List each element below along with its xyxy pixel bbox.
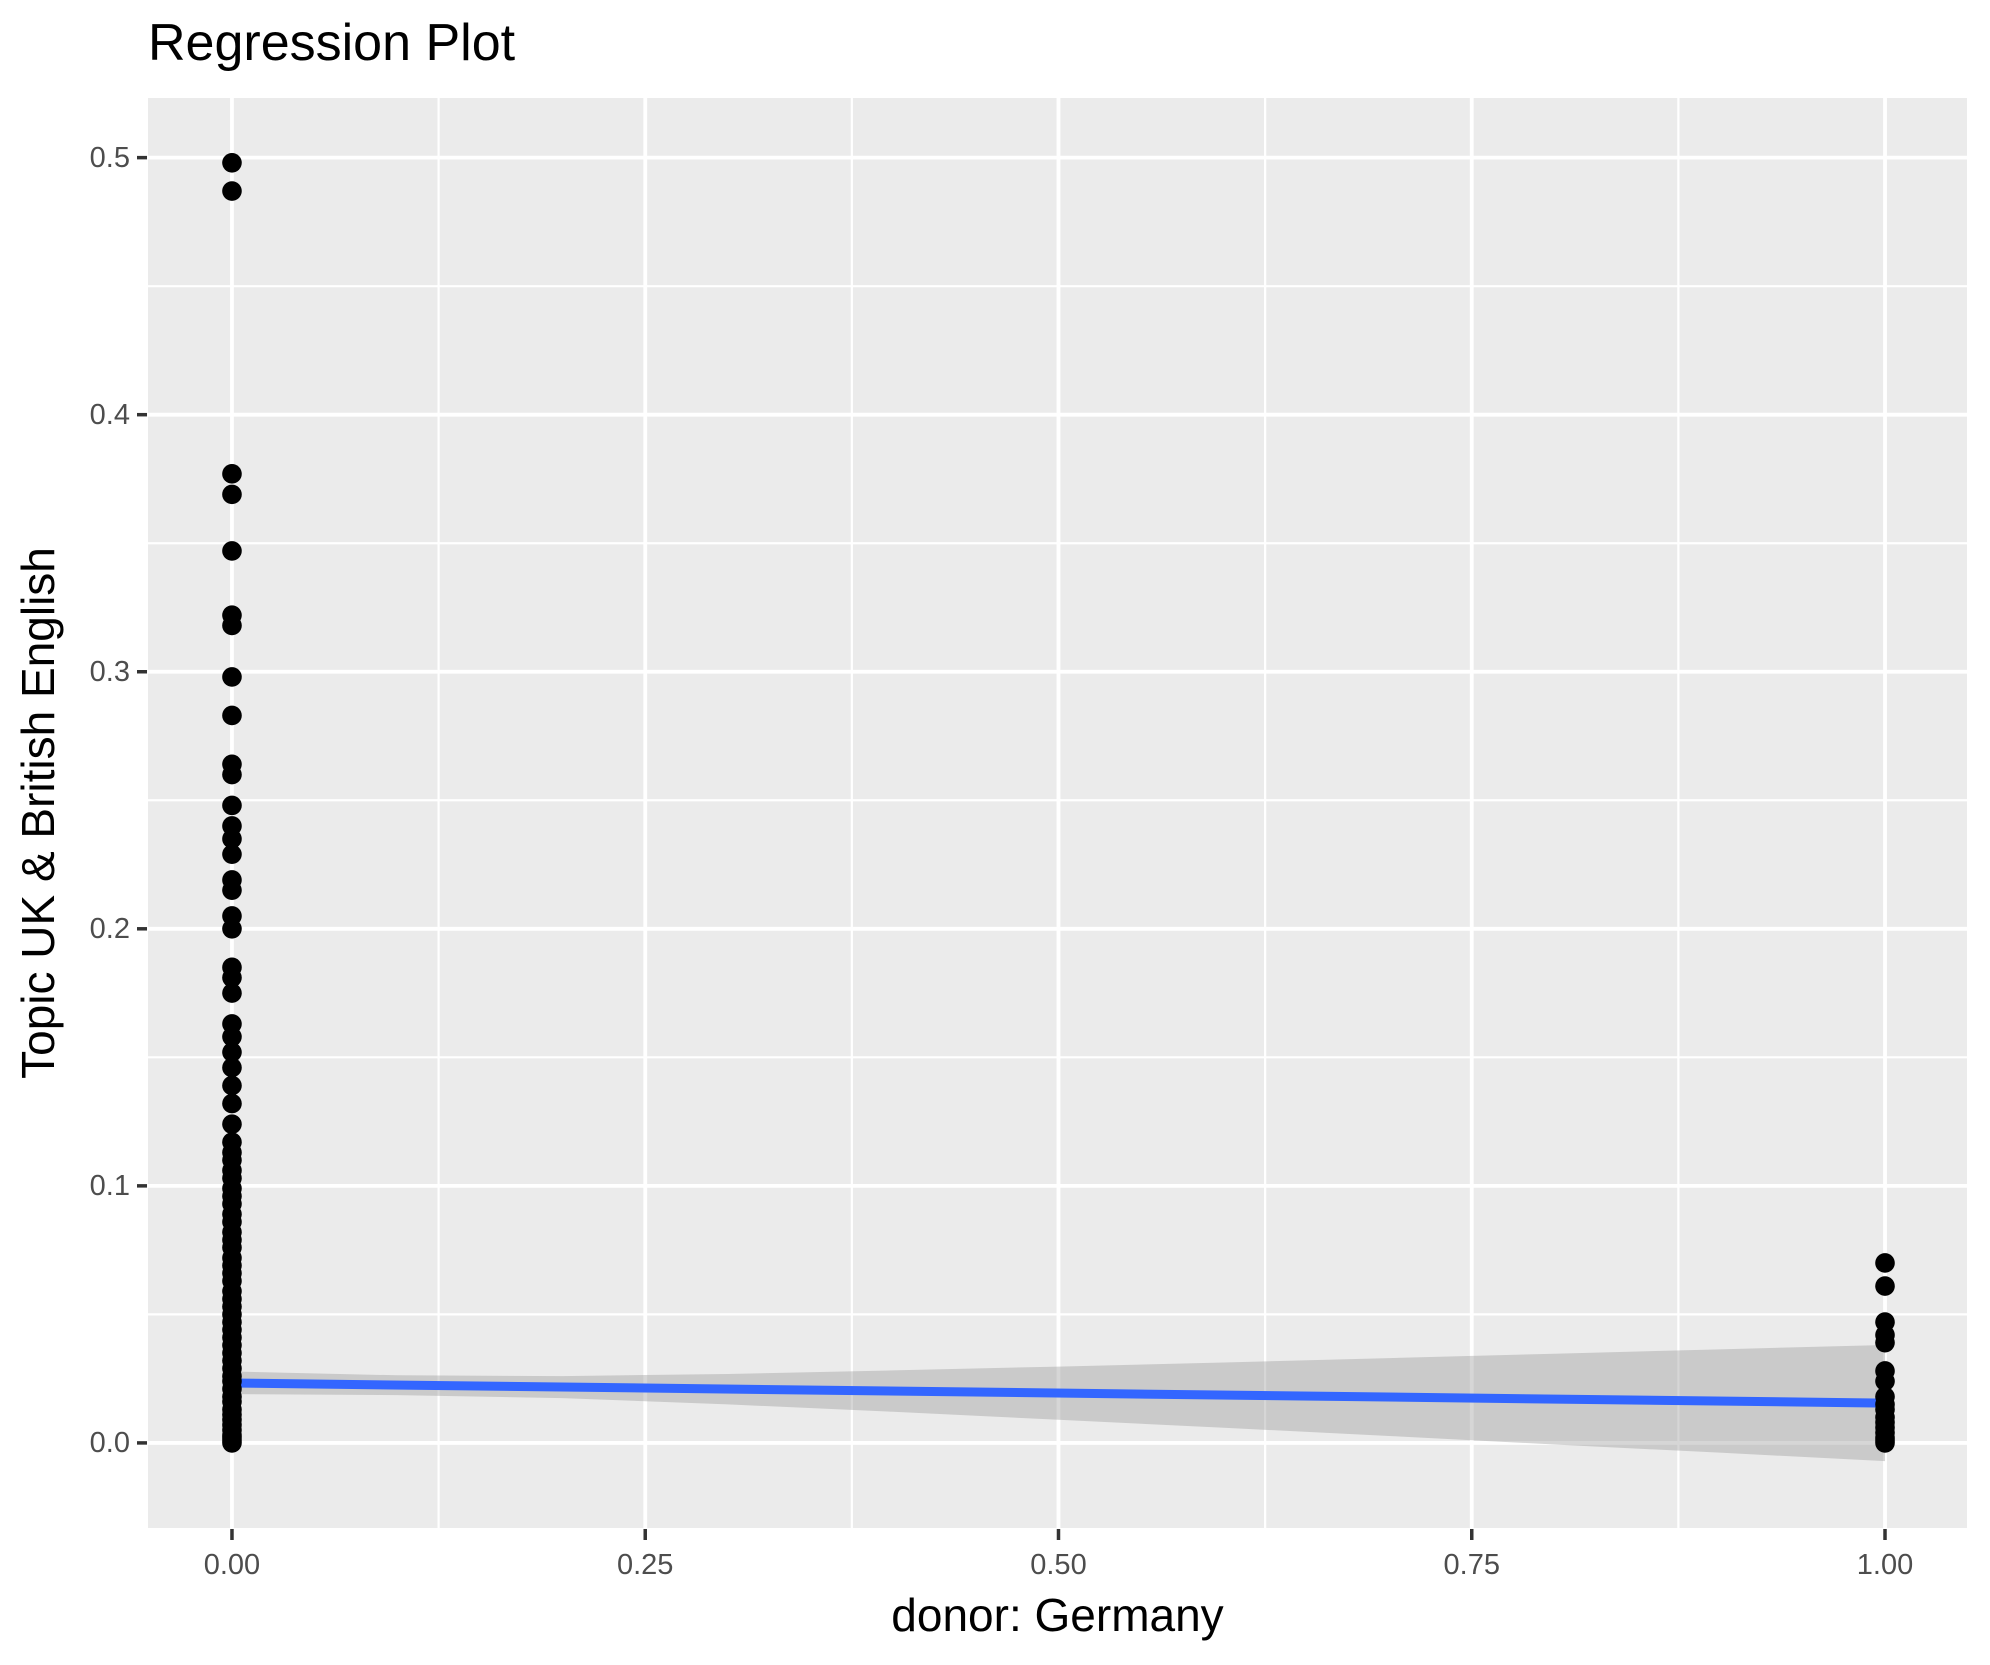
data-point xyxy=(1875,1253,1895,1273)
x-tick-label: 0.75 xyxy=(1443,1549,1500,1581)
data-point xyxy=(1875,1276,1895,1296)
y-tick-label: 0.3 xyxy=(89,655,130,688)
data-point xyxy=(222,181,242,201)
data-point xyxy=(222,919,242,939)
data-point xyxy=(222,667,242,687)
confidence-band xyxy=(231,1344,1886,1462)
x-tick-label: 0.00 xyxy=(203,1549,261,1581)
data-point xyxy=(1875,1433,1895,1453)
data-point xyxy=(222,464,242,484)
data-point xyxy=(1875,1332,1895,1353)
regression-line xyxy=(231,1378,1886,1408)
data-point xyxy=(222,705,242,726)
y-tick-label: 0.1 xyxy=(89,1169,130,1202)
data-point xyxy=(222,795,242,816)
data-point xyxy=(222,1042,242,1062)
data-point xyxy=(222,1114,242,1134)
data-point xyxy=(222,484,242,505)
plot-title: Regression Plot xyxy=(148,14,516,72)
x-tick-label: 1.00 xyxy=(1856,1549,1914,1581)
data-point xyxy=(222,541,242,561)
y-axis-title: Topic UK & British English xyxy=(12,547,64,1079)
data-point xyxy=(222,1433,242,1453)
data-point xyxy=(222,829,242,849)
data-point xyxy=(222,880,242,901)
x-tick-label: 0.25 xyxy=(616,1549,674,1581)
y-tick-label: 0.5 xyxy=(89,141,130,174)
data-point xyxy=(222,983,242,1003)
data-point xyxy=(222,152,242,173)
data-point xyxy=(1875,1371,1895,1392)
data-point xyxy=(222,844,242,865)
y-tick-label: 0.0 xyxy=(89,1426,130,1459)
data-point xyxy=(222,967,242,988)
data-point xyxy=(222,1075,242,1096)
y-tick-label: 0.4 xyxy=(89,398,130,431)
x-tick-label: 0.50 xyxy=(1030,1549,1087,1581)
data-point xyxy=(222,615,242,636)
x-axis-title: donor: Germany xyxy=(891,1589,1224,1641)
data-point xyxy=(222,1093,242,1114)
data-point xyxy=(222,764,242,785)
data-point xyxy=(222,1026,242,1047)
y-tick-label: 0.2 xyxy=(89,912,130,945)
data-point xyxy=(222,1057,242,1078)
